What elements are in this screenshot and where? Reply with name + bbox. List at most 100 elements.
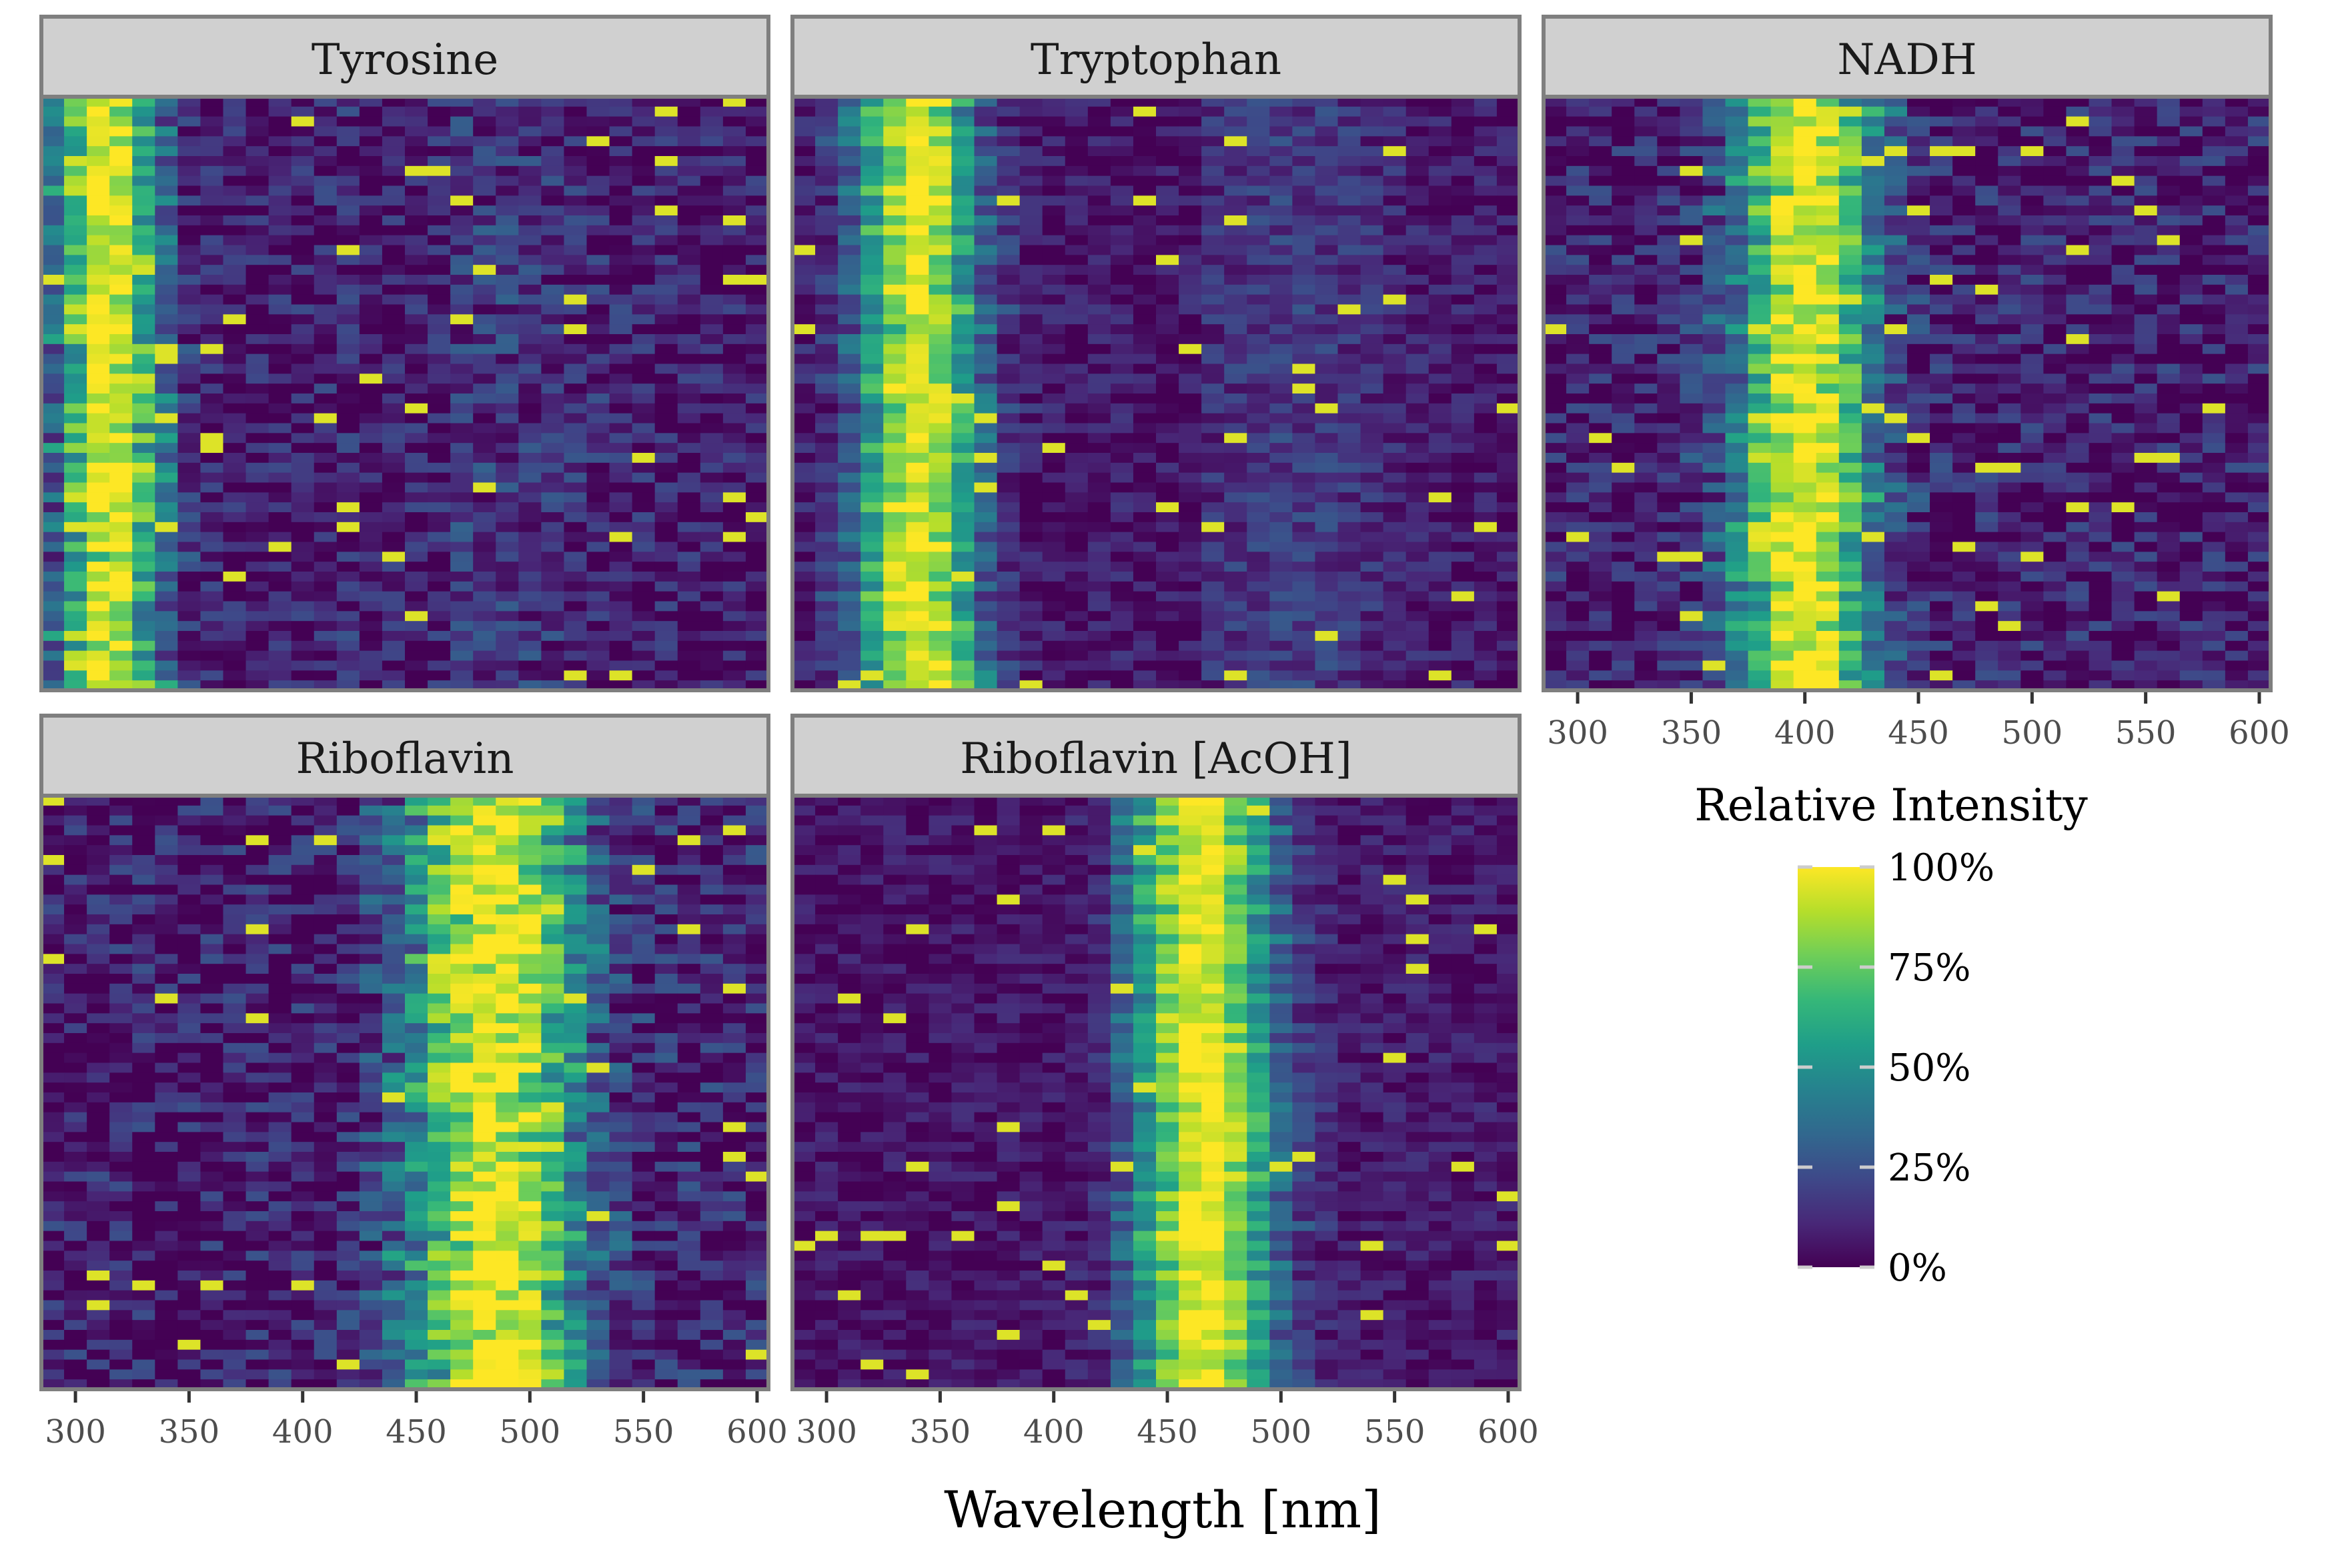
heatmap-cell [1725, 245, 1749, 255]
heatmap-cell [974, 314, 998, 325]
heatmap-cell [815, 165, 838, 177]
heatmap-cell [745, 591, 769, 602]
heatmap-cell [2157, 146, 2181, 157]
heatmap-cell [473, 552, 496, 562]
heatmap-cell [1315, 611, 1339, 622]
heatmap-cell [1156, 394, 1179, 404]
heatmap-cell [177, 680, 201, 691]
heatmap-cell [336, 275, 360, 285]
heatmap-cell [41, 443, 65, 454]
heatmap-cell [428, 611, 451, 622]
heatmap-cell [1474, 631, 1498, 642]
heatmap-cell [974, 601, 998, 612]
heatmap-cell [564, 423, 588, 434]
heatmap-cell [1065, 334, 1089, 345]
heatmap-cell [1292, 462, 1316, 474]
heatmap-cell [722, 165, 746, 177]
heatmap-cell [223, 650, 247, 662]
heatmap-cell [1838, 394, 1862, 404]
heatmap-cell [2089, 255, 2113, 265]
heatmap-cell [1292, 363, 1316, 374]
heatmap-cell [496, 146, 519, 157]
heatmap-cell [2134, 413, 2158, 424]
heatmap-cell [1087, 294, 1111, 305]
heatmap-cell [2089, 106, 2113, 117]
heatmap-cell [109, 660, 133, 671]
heatmap-cell [815, 423, 838, 434]
heatmap-cell [1474, 225, 1498, 236]
heatmap-cell [1838, 165, 1862, 177]
heatmap-cell [906, 215, 929, 226]
heatmap-cell [200, 443, 224, 454]
heatmap-cell [1907, 334, 1930, 345]
heatmap-cell [1793, 97, 1817, 107]
heatmap-cell [1748, 106, 1772, 117]
heatmap-cell [1474, 413, 1498, 424]
heatmap-cell [951, 146, 975, 157]
heatmap-cell [41, 185, 65, 196]
heatmap-cell [450, 522, 474, 533]
heatmap-cell [200, 294, 224, 305]
heatmap-cell [428, 265, 451, 275]
heatmap-cell [929, 146, 953, 157]
heatmap-cell [1110, 532, 1134, 543]
heatmap-cell [1838, 205, 1862, 216]
heatmap-cell [745, 581, 769, 592]
heatmap-cell [109, 433, 133, 444]
heatmap-cell [677, 363, 701, 374]
heatmap-cell [883, 453, 907, 464]
heatmap-cell [1156, 116, 1179, 127]
heatmap-cell [2247, 343, 2271, 355]
heatmap-cell [700, 284, 724, 295]
heatmap-cell [1065, 453, 1089, 464]
heatmap-cell [1156, 453, 1179, 464]
heatmap-cell [974, 591, 998, 602]
heatmap-cell [1065, 304, 1089, 315]
heatmap-cell [997, 363, 1021, 374]
heatmap-cell [64, 423, 87, 434]
heatmap-cell [41, 640, 65, 652]
heatmap-cell [1770, 294, 1794, 305]
heatmap-cell [1861, 383, 1885, 394]
heatmap-cell [496, 265, 519, 275]
heatmap-cell [1816, 97, 1840, 107]
heatmap-cell [2202, 195, 2226, 206]
heatmap-cell [1793, 185, 1817, 196]
heatmap-cell [1087, 363, 1111, 374]
heatmap-cell [2066, 146, 2090, 157]
heatmap-cell [1201, 373, 1225, 384]
heatmap-cell [200, 522, 224, 533]
heatmap-cell [1360, 621, 1384, 632]
heatmap-cell [1793, 324, 1817, 335]
heatmap-cell [1770, 175, 1794, 187]
heatmap-cell [883, 522, 907, 533]
heatmap-cell [1816, 383, 1840, 394]
heatmap-cell [41, 591, 65, 602]
heatmap-cell [1770, 304, 1794, 315]
heatmap-cell [1065, 126, 1089, 137]
heatmap-cell [632, 631, 656, 642]
heatmap-cell [1247, 314, 1270, 325]
heatmap-cell [1247, 512, 1270, 523]
heatmap-cell [41, 156, 65, 167]
heatmap-cell [2066, 394, 2090, 404]
heatmap-cell [1292, 591, 1316, 602]
heatmap-cell [1315, 453, 1339, 464]
heatmap-cell [1405, 235, 1429, 246]
heatmap-cell [1634, 353, 1658, 365]
heatmap-cell [405, 136, 428, 147]
heatmap-cell [815, 403, 838, 414]
heatmap-cell [1315, 225, 1339, 236]
heatmap-cell [2089, 265, 2113, 275]
heatmap-cell [1428, 304, 1452, 315]
heatmap-cell [2066, 245, 2090, 255]
heatmap-cell [541, 532, 565, 543]
heatmap-cell [1907, 126, 1930, 137]
heatmap-cell [2134, 275, 2158, 285]
heatmap-cell [2225, 175, 2249, 187]
heatmap-cell [654, 205, 678, 216]
heatmap-cell [245, 621, 269, 632]
heatmap-cell [1496, 611, 1520, 622]
heatmap-cell [632, 492, 656, 503]
heatmap-cell [1770, 343, 1794, 355]
